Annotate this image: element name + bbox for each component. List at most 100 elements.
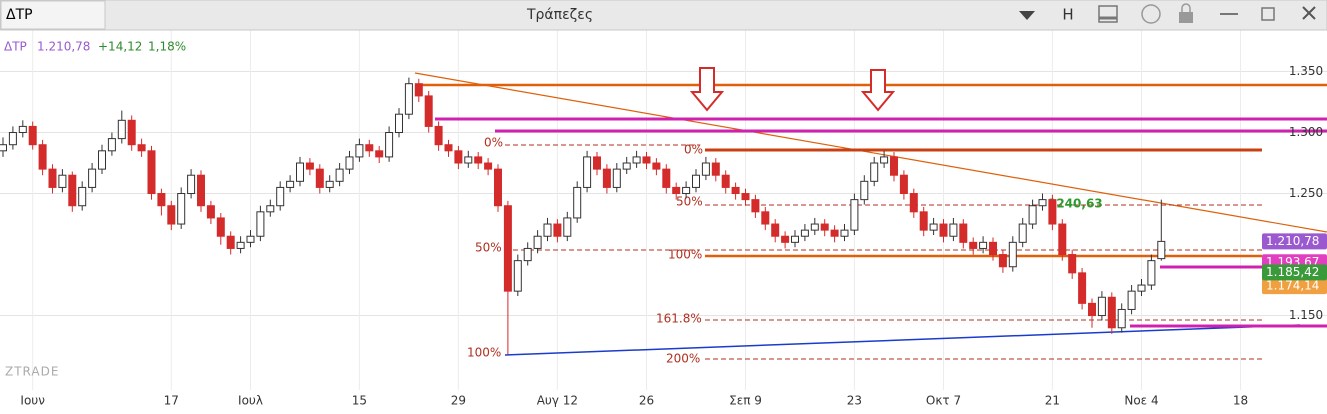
lock-icon[interactable] bbox=[1179, 12, 1193, 23]
candle-body bbox=[236, 241, 245, 249]
candle-body bbox=[840, 229, 849, 237]
candle-body bbox=[8, 132, 17, 146]
candle-body bbox=[1147, 260, 1156, 286]
candle-body bbox=[800, 229, 809, 237]
candle-body bbox=[1097, 296, 1106, 317]
candle-body bbox=[395, 113, 403, 134]
candle-body bbox=[286, 180, 295, 188]
x-tick-label: 26 bbox=[639, 394, 654, 408]
mode-button[interactable]: Η bbox=[1062, 6, 1073, 24]
candle-body bbox=[1078, 272, 1087, 304]
candle-body bbox=[761, 211, 770, 225]
candle-body bbox=[58, 174, 67, 188]
candle-body bbox=[820, 223, 829, 231]
trend-line bbox=[414, 72, 1327, 233]
fib-label: 0% bbox=[684, 143, 703, 157]
candle-body bbox=[256, 211, 265, 237]
candle-body bbox=[751, 199, 760, 213]
candle-body bbox=[0, 144, 7, 152]
candle-body bbox=[187, 174, 196, 195]
candle-body bbox=[899, 174, 908, 195]
candle-body bbox=[28, 125, 37, 146]
candle-body bbox=[325, 180, 334, 188]
candle-body bbox=[503, 205, 512, 292]
candle-body bbox=[553, 223, 562, 237]
candle-body bbox=[1137, 284, 1146, 292]
candle-body bbox=[642, 156, 651, 164]
candle-body bbox=[523, 247, 532, 262]
drawings bbox=[414, 67, 1327, 360]
candle-body bbox=[741, 193, 750, 201]
candle-body bbox=[573, 186, 582, 219]
candle-body bbox=[296, 162, 304, 182]
candle-body bbox=[880, 156, 889, 164]
layout-icon[interactable] bbox=[1098, 5, 1118, 23]
group-name: Τράπεζες bbox=[526, 7, 593, 23]
candle-body bbox=[68, 174, 77, 207]
candle-body bbox=[533, 235, 542, 249]
candle-body bbox=[701, 162, 710, 176]
fib-label: 0% bbox=[484, 136, 503, 150]
candle-body bbox=[1038, 199, 1047, 207]
quote-icon[interactable] bbox=[1141, 4, 1161, 24]
candle-body bbox=[315, 168, 324, 188]
candle-body bbox=[969, 241, 978, 249]
candle-body bbox=[107, 138, 116, 152]
candle-body bbox=[1008, 241, 1017, 268]
candle-body bbox=[949, 223, 958, 237]
y-tick-label: 1.300 bbox=[1289, 125, 1323, 139]
candle-body bbox=[216, 217, 225, 237]
restore-button[interactable] bbox=[1261, 7, 1275, 21]
candle-body bbox=[771, 223, 780, 237]
candle-body bbox=[335, 168, 344, 182]
x-tick-label: Ιουν bbox=[20, 394, 45, 408]
x-tick-label: 17 bbox=[164, 394, 179, 408]
symbol: ΔΤΡ bbox=[6, 7, 33, 23]
candle-body bbox=[583, 156, 592, 188]
candle-body bbox=[830, 229, 839, 237]
candle-body bbox=[810, 223, 819, 231]
candle-body bbox=[414, 83, 423, 97]
candle-body bbox=[711, 162, 720, 176]
fib-label: 100% bbox=[467, 346, 501, 360]
candle-body bbox=[870, 162, 879, 182]
watermark: ZTRADE bbox=[5, 365, 59, 379]
candle-body bbox=[929, 223, 938, 231]
candle-body bbox=[672, 186, 681, 195]
candle-body bbox=[1157, 240, 1166, 260]
candle-body bbox=[919, 211, 928, 231]
close-button[interactable] bbox=[1302, 6, 1316, 20]
arrow bbox=[689, 67, 725, 112]
candle-body bbox=[18, 125, 27, 134]
candle-body bbox=[474, 156, 483, 164]
quote-last: 1.210,78 bbox=[37, 40, 90, 54]
candle-body bbox=[78, 186, 87, 207]
fib-label: 50% bbox=[676, 195, 703, 209]
dropdown-button[interactable] bbox=[1019, 11, 1035, 20]
candle-body bbox=[434, 125, 443, 146]
quote-symbol: ΔΤΡ bbox=[4, 40, 27, 54]
candle-body bbox=[850, 199, 859, 231]
x-tick-label: Ιουλ bbox=[238, 394, 263, 408]
candle-body bbox=[682, 186, 691, 195]
candle-body bbox=[1048, 199, 1057, 225]
candle-body bbox=[791, 235, 799, 243]
price-tag bbox=[1262, 233, 1327, 250]
symbol-box[interactable] bbox=[0, 0, 106, 30]
candle-body bbox=[464, 156, 473, 164]
candle-body bbox=[88, 168, 97, 188]
x-tick-label: Οκτ 7 bbox=[926, 394, 961, 408]
candle-body bbox=[38, 144, 47, 170]
candle-body bbox=[612, 168, 621, 188]
candle-body bbox=[226, 235, 235, 249]
candle-body bbox=[424, 95, 433, 127]
candle-body bbox=[513, 260, 522, 292]
candle-body bbox=[127, 119, 136, 146]
candle-body bbox=[593, 156, 601, 170]
candle-body bbox=[860, 180, 869, 201]
candle-body bbox=[454, 150, 463, 164]
candle-body bbox=[98, 150, 106, 170]
price-tag-label: 1.174,14 bbox=[1266, 279, 1319, 293]
